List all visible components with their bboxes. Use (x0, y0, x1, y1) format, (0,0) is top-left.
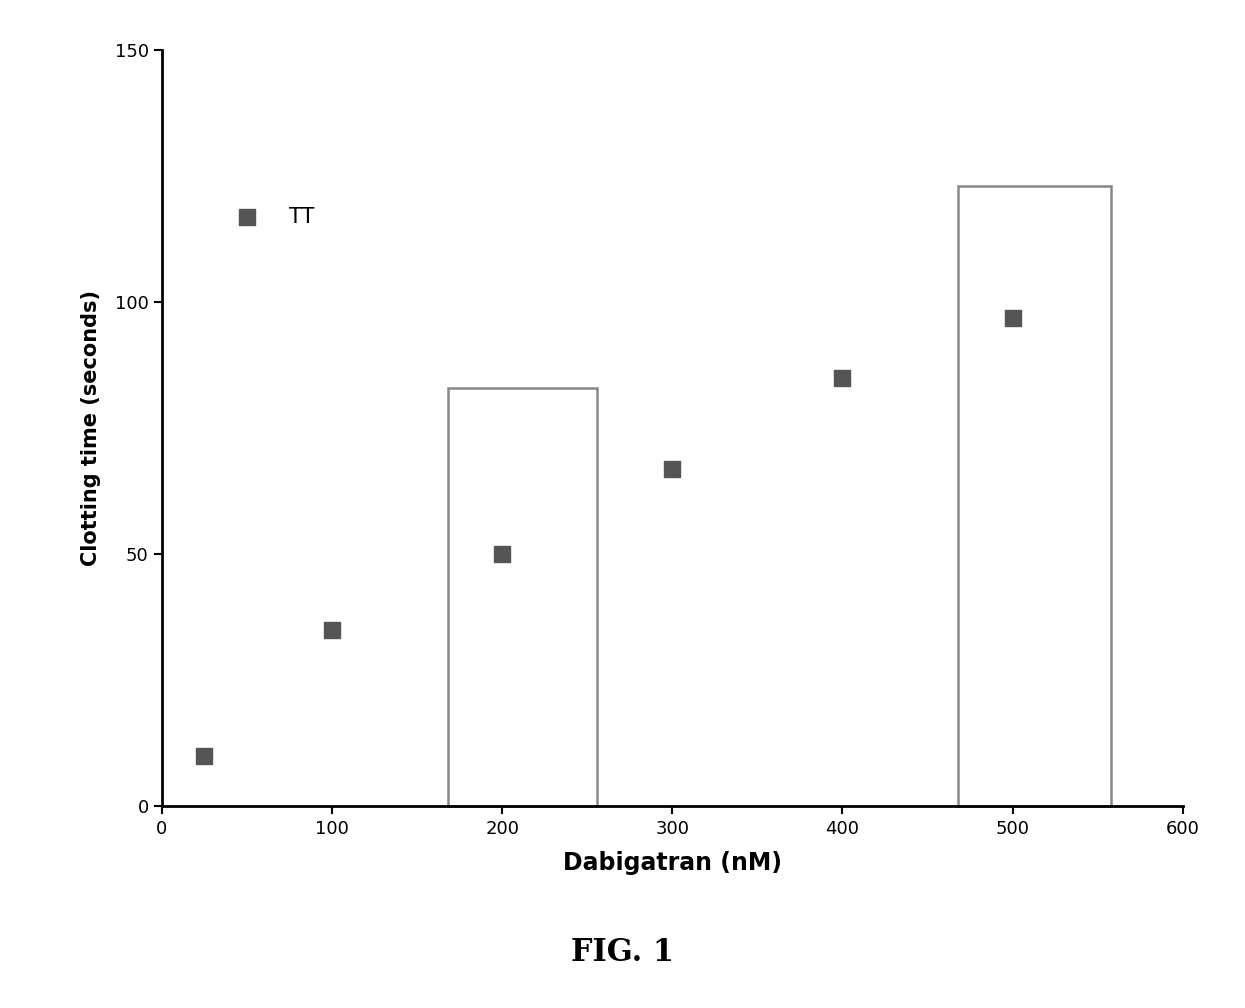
Y-axis label: Clotting time (seconds): Clotting time (seconds) (81, 290, 101, 566)
Point (492, 546, 512, 562)
Point (833, 370, 853, 386)
Point (322, 622, 342, 638)
Bar (959, 186, 1112, 806)
Point (662, 461, 682, 477)
Point (194, 748, 214, 764)
Point (237, 209, 256, 225)
X-axis label: Dabigatran (nM): Dabigatran (nM) (563, 852, 782, 876)
Text: TT: TT (289, 207, 315, 227)
Text: FIG. 1: FIG. 1 (571, 937, 674, 968)
Bar (448, 388, 598, 806)
Point (1002, 309, 1022, 326)
